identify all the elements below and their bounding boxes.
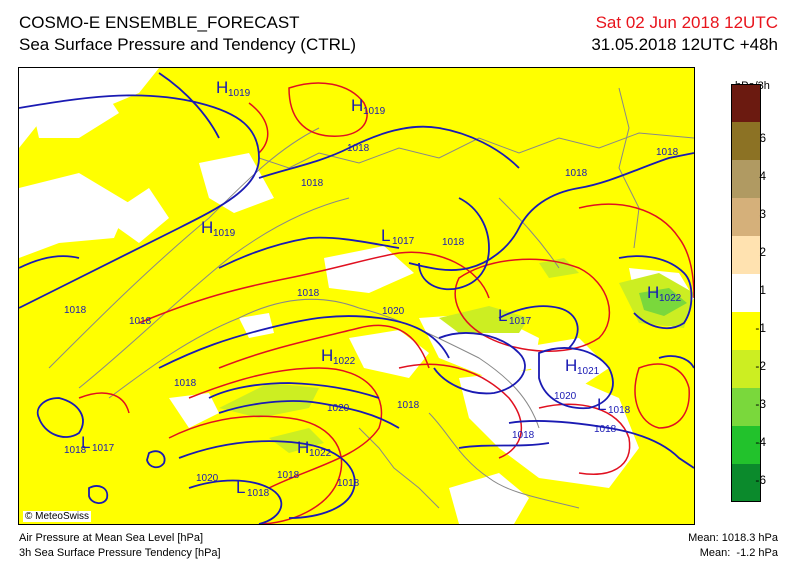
isobar-label: 1018	[64, 445, 87, 456]
legend-swatch	[731, 350, 761, 388]
legend-swatch	[731, 198, 761, 236]
legend-swatch	[731, 274, 761, 312]
high-center-letter: H	[647, 283, 659, 302]
isobar-label: 1018	[512, 430, 535, 441]
low-center-letter: L	[236, 478, 245, 497]
high-center-letter: H	[201, 218, 213, 237]
isobar-label: 1018	[129, 316, 152, 327]
pressure-centers: H 1019 H 1019 H 1019 L 1017 L 1017 H 102…	[81, 78, 682, 499]
isobar-label: 1018	[594, 424, 617, 435]
legend-swatch	[731, 236, 761, 274]
legend-swatch	[731, 84, 761, 122]
legend-swatch	[731, 388, 761, 426]
strong-negative-tendency-areas	[639, 288, 687, 316]
topography-lines	[48, 87, 694, 509]
isobar-label: 1018	[297, 288, 320, 299]
low-center-value: 1017	[509, 316, 532, 327]
high-center-value: 1022	[309, 448, 332, 459]
run-info: 31.05.2018 12UTC +48h	[591, 35, 778, 54]
isobar-label: 1020	[382, 306, 405, 317]
legend-label: 1	[759, 283, 766, 297]
neutral-tendency-areas	[19, 68, 694, 524]
isobar-label: 1018	[656, 147, 679, 158]
high-center-letter: H	[321, 346, 333, 365]
legend-swatch	[731, 160, 761, 198]
isobar-label: 1018	[397, 400, 420, 411]
legend-label: 6	[759, 131, 766, 145]
isobar-label: 1018	[301, 178, 324, 189]
low-center-value: 1017	[392, 236, 415, 247]
mean-tendency: Mean: -1.2 hPa	[699, 547, 778, 559]
isobar-label: 1018	[565, 168, 588, 179]
isobar-label: 1018	[277, 470, 300, 481]
map-subtitle: Sea Surface Pressure and Tendency (CTRL)	[19, 35, 357, 54]
isobar-label: 1020	[196, 473, 219, 484]
isobar-label: 1018	[64, 305, 87, 316]
legend-label: 3	[759, 207, 766, 221]
legend-label: -4	[755, 435, 766, 449]
isobar-label: 1018	[337, 478, 360, 489]
legend-label: -1	[755, 321, 766, 335]
high-center-letter: H	[565, 356, 577, 375]
high-center-value: 1019	[228, 88, 251, 99]
isobar-labels: 1018 1018 1018 1018 1018 1018 1018 1018 …	[64, 143, 679, 489]
legend-label: 2	[759, 245, 766, 259]
legend-swatch	[731, 312, 761, 350]
valid-time: Sat 02 Jun 2018 12UTC	[595, 13, 778, 32]
isobar-label: 1018	[442, 237, 465, 248]
forecast-map: 1018 1018 1018 1018 1018 1018 1018 1018 …	[18, 67, 695, 525]
legend-label: -2	[755, 359, 766, 373]
legend-swatch	[731, 464, 761, 502]
isobar-label: 1018	[347, 143, 370, 154]
low-center-value: 1018	[608, 405, 631, 416]
footer-tendency-note: 3h Sea Surface Pressure Tendency [hPa]	[19, 547, 221, 559]
footer-pressure-note: Air Pressure at Mean Sea Level [hPa]	[19, 532, 204, 544]
high-center-value: 1019	[363, 106, 386, 117]
low-center-letter: L	[597, 395, 606, 414]
isobars	[19, 72, 694, 524]
legend-label: -3	[755, 397, 766, 411]
low-center-letter: L	[81, 433, 90, 452]
high-center-value: 1022	[333, 356, 356, 367]
low-center-value: 1017	[92, 443, 115, 454]
isobar-label: 1020	[327, 403, 350, 414]
legend-label: -6	[755, 473, 766, 487]
high-center-letter: H	[297, 438, 309, 457]
isobar-label: 1020	[554, 391, 577, 402]
isobar-label: 1018	[174, 378, 197, 389]
high-center-letter: H	[351, 96, 363, 115]
high-center-value: 1022	[659, 293, 682, 304]
mean-pressure: Mean: 1018.3 hPa	[688, 532, 778, 544]
low-center-value: 1018	[247, 488, 270, 499]
high-center-value: 1021	[577, 366, 600, 377]
tendency-contours	[78, 82, 694, 524]
high-center-letter: H	[216, 78, 228, 97]
legend-swatch	[731, 426, 761, 464]
low-center-letter: L	[381, 226, 390, 245]
map-title: COSMO-E ENSEMBLE_FORECAST	[19, 13, 300, 32]
low-center-letter: L	[498, 306, 507, 325]
legend-swatch	[731, 122, 761, 160]
credit-label: © MeteoSwiss	[23, 511, 92, 522]
high-center-value: 1019	[213, 228, 236, 239]
legend-label: 4	[759, 169, 766, 183]
